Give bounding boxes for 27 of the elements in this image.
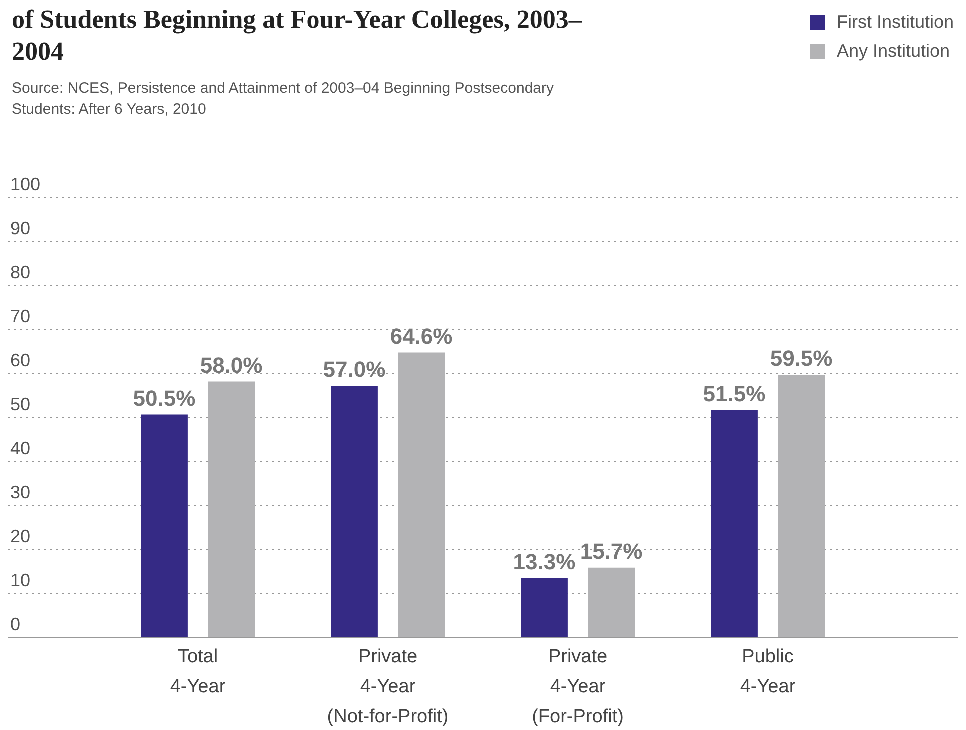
y-tick-label: 70: [10, 306, 31, 326]
data-label: 51.5%: [703, 381, 766, 406]
y-tick-label: 20: [10, 526, 31, 546]
y-tick-label: 100: [10, 174, 41, 194]
y-tick-label: 30: [10, 482, 31, 502]
y-tick-label: 40: [10, 438, 31, 458]
y-tick-label: 90: [10, 218, 31, 238]
data-label: 59.5%: [770, 346, 833, 372]
x-tick-label: Private 4-Year (Not-for-Profit): [327, 646, 449, 728]
x-tick-label: Total 4-Year: [170, 646, 226, 698]
x-tick-label: Public 4-Year: [740, 646, 796, 698]
data-label: 13.3%: [513, 549, 576, 574]
legend-label: First Institution: [836, 12, 954, 33]
y-tick-label: 10: [10, 570, 31, 590]
data-label: 15.7%: [580, 538, 643, 564]
data-label: 58.0%: [200, 352, 263, 378]
data-label: 50.5%: [133, 386, 196, 411]
chart-title: of Students Beginning at Four-Year Colleges, 2003–2004: [12, 4, 583, 68]
y-tick-label: 60: [10, 350, 31, 370]
data-label: 64.6%: [390, 324, 453, 349]
y-tick-label: 0: [10, 614, 21, 634]
legend-label: Any Institution: [836, 41, 950, 62]
y-tick-label: 50: [10, 394, 31, 414]
data-label: 57.0%: [323, 357, 386, 382]
x-tick-label: Private 4-Year (For-Profit): [532, 646, 624, 728]
y-tick-label: 80: [10, 262, 31, 282]
source-note: Source: NCES, Persistence and Attainment of 2003–04 Beginning Postsecondary Students: After 6 Years, 2010: [12, 79, 555, 120]
